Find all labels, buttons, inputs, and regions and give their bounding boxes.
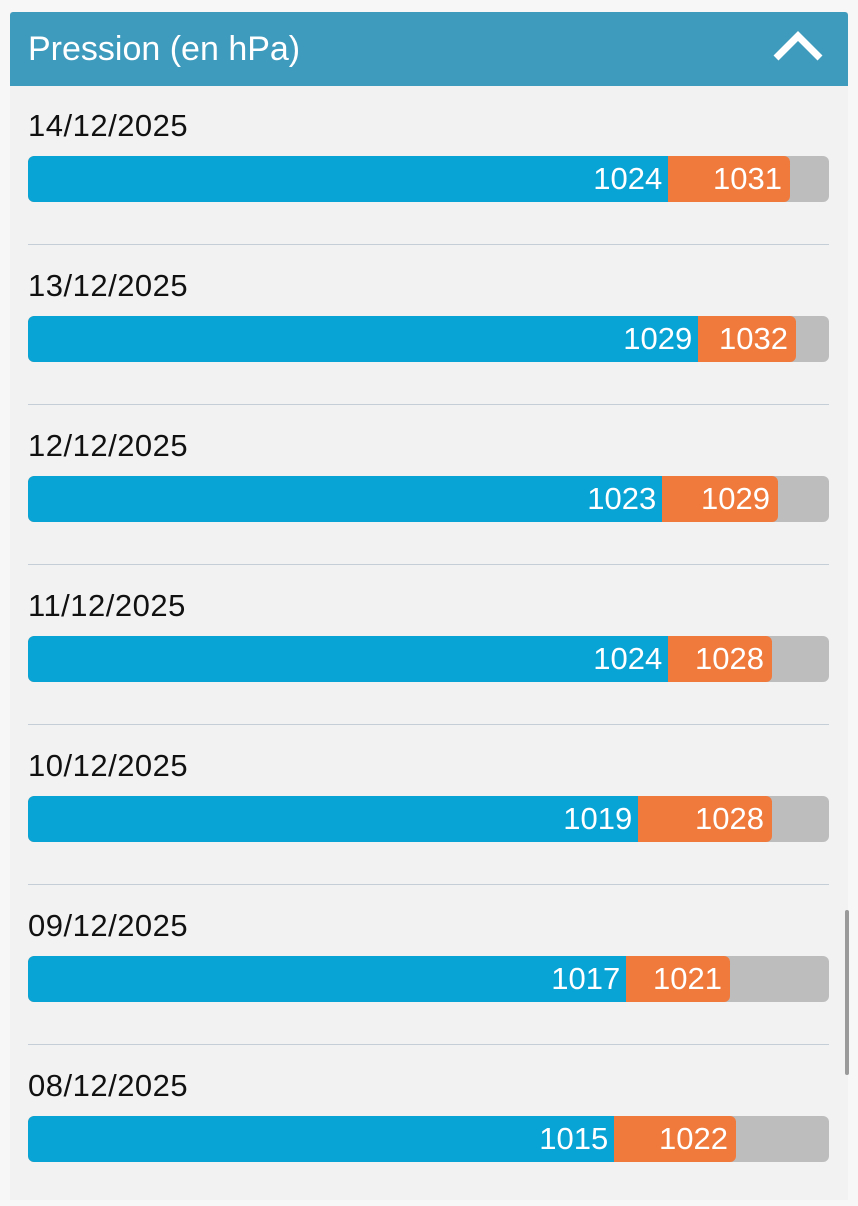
min-pressure-bar: 1015 [28,1116,615,1162]
divider [28,724,829,725]
chevron-up-icon[interactable] [770,26,826,66]
min-pressure-bar: 1019 [28,796,639,842]
row-date: 14/12/2025 [28,108,189,143]
row-date: 10/12/2025 [28,748,189,783]
min-pressure-bar: 1017 [28,956,627,1002]
row-date: 12/12/2025 [28,428,189,463]
pressure-bar: 1015 1022 [28,1116,829,1162]
row-date: 09/12/2025 [28,908,189,943]
pressure-row: 13/12/2025 1029 1032 [28,246,829,406]
divider [28,244,829,245]
pressure-panel: Pression (en hPa) 14/12/2025 1024 1031 1… [10,12,848,1200]
pressure-row: 10/12/2025 1019 1028 [28,726,829,886]
pressure-row: 14/12/2025 1024 1031 [28,86,829,246]
divider [28,564,829,565]
divider [28,404,829,405]
panel-header[interactable]: Pression (en hPa) [10,12,848,86]
pressure-bar: 1019 1028 [28,796,829,842]
row-date: 11/12/2025 [28,588,186,623]
pressure-bar: 1023 1029 [28,476,829,522]
pressure-bar: 1029 1032 [28,316,829,362]
pressure-bar: 1024 1031 [28,156,829,202]
pressure-bar: 1017 1021 [28,956,829,1002]
divider [28,884,829,885]
divider [28,1044,829,1045]
pressure-row: 08/12/2025 1015 1022 [28,1046,829,1206]
pressure-bar: 1024 1028 [28,636,829,682]
min-pressure-bar: 1024 [28,156,669,202]
scrollbar[interactable] [845,910,849,1075]
panel-title: Pression (en hPa) [28,30,301,68]
pressure-row: 09/12/2025 1017 1021 [28,886,829,1046]
pressure-row: 11/12/2025 1024 1028 [28,566,829,726]
row-date: 08/12/2025 [28,1068,189,1103]
min-pressure-bar: 1024 [28,636,669,682]
min-pressure-bar: 1023 [28,476,663,522]
min-pressure-bar: 1029 [28,316,699,362]
row-date: 13/12/2025 [28,268,189,303]
pressure-row: 12/12/2025 1023 1029 [28,406,829,566]
